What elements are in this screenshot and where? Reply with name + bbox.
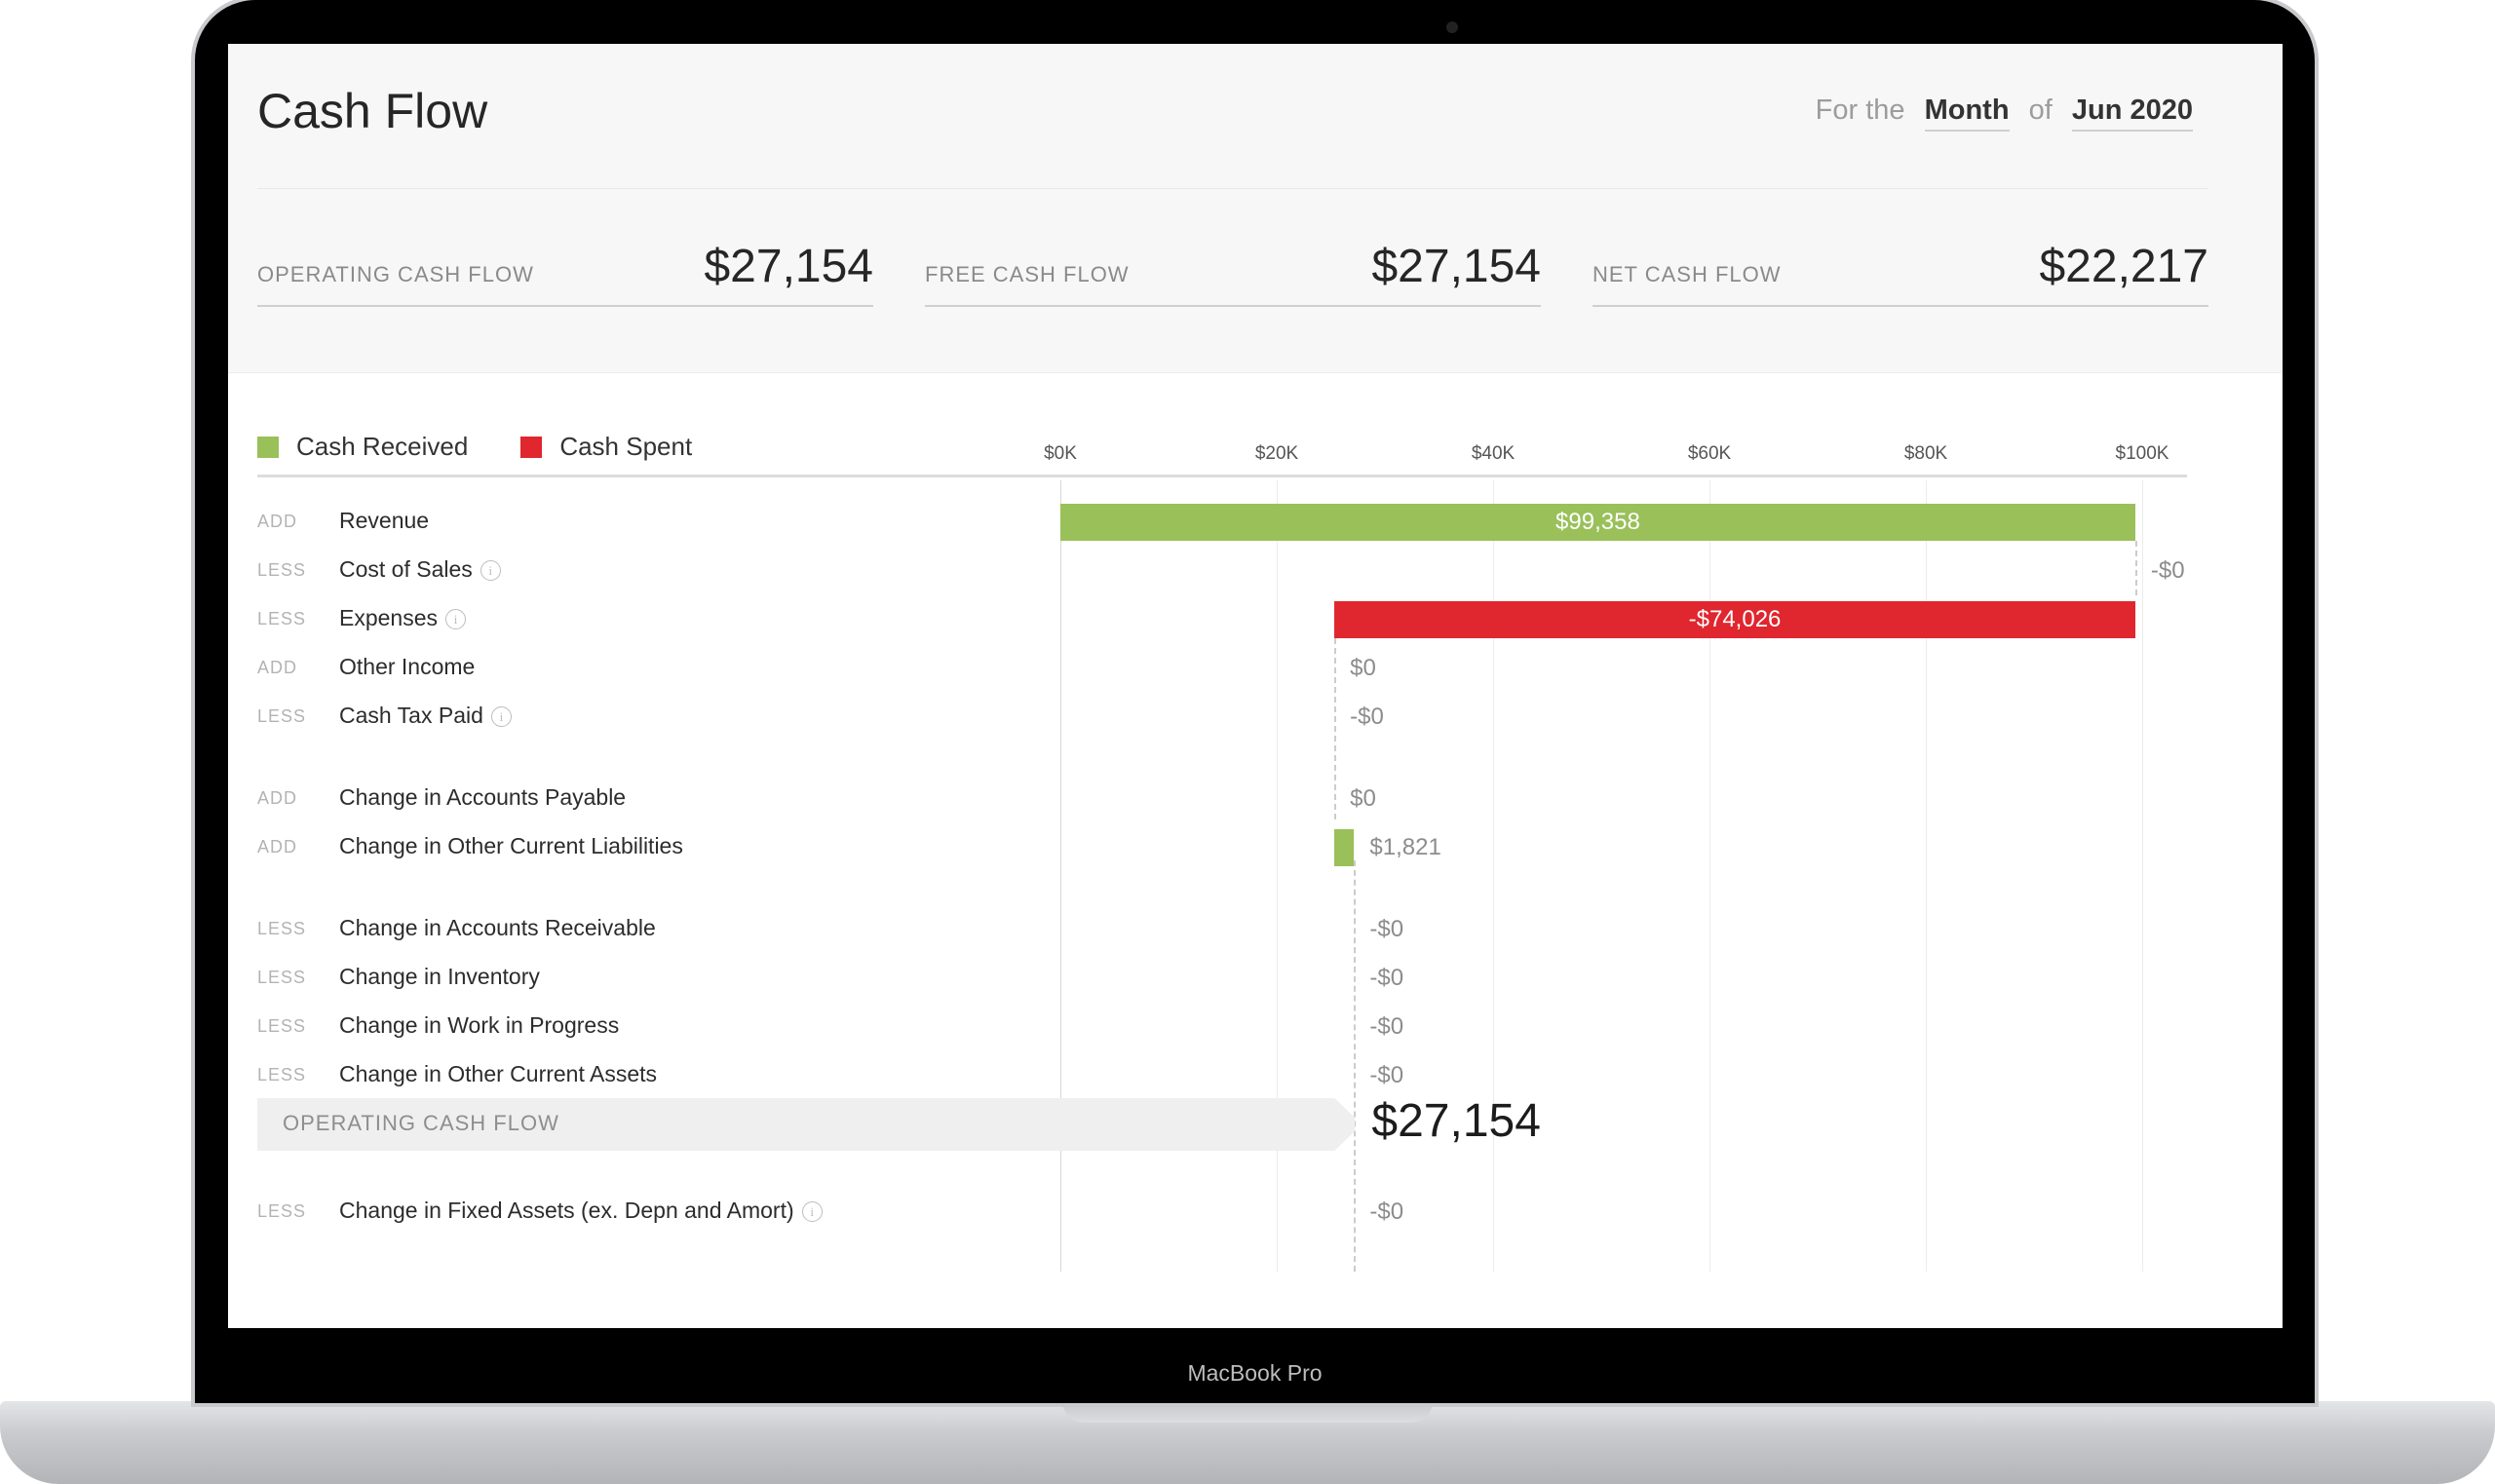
row-label: Other Income (339, 654, 476, 679)
axis-line (257, 475, 2187, 477)
kpi-label: OPERATING CASH FLOW (257, 262, 534, 286)
row-label: Change in Other Current Assets (339, 1061, 657, 1086)
subtotal-band (257, 1098, 1355, 1151)
bar-value-label: -$74,026 (1688, 606, 1782, 632)
row-label: Cash Tax Paid i (339, 703, 512, 729)
period-of-label: of (2028, 95, 2053, 126)
row-label: Change in Fixed Assets (ex. Depn and Amo… (339, 1198, 823, 1224)
kpi-value: $27,154 (704, 241, 873, 292)
bar-value-label: $99,358 (1555, 509, 1640, 535)
kpi-free-cash-flow: FREE CASH FLOW $27,154 (925, 235, 1541, 307)
bar-value-label: -$0 (1350, 704, 1384, 730)
row-label: Change in Inventory (339, 964, 540, 989)
bar-spent (1334, 601, 2135, 638)
row-label: Change in Accounts Payable (339, 784, 627, 810)
kpi-label: NET CASH FLOW (1593, 262, 1782, 286)
row-label: Expenses i (339, 605, 467, 631)
chart-legend: Cash Received Cash Spent (257, 432, 745, 462)
row-operator: LESS (257, 968, 307, 987)
row-operator: LESS (257, 560, 307, 580)
kpi-value: $27,154 (1371, 241, 1541, 292)
app-screen: Cash Flow For the Month of Jun 2020 OPER… (228, 44, 2283, 1328)
bar-value-label: -$0 (1369, 1199, 1404, 1225)
row-label: Change in Work in Progress (339, 1012, 620, 1038)
x-tick-label: $0K (1044, 443, 1077, 464)
laptop-hinge-notch (1062, 1401, 1433, 1423)
x-tick-label: $80K (1903, 443, 1948, 464)
bar-value-label: -$0 (1369, 965, 1404, 991)
info-icon[interactable]: i (445, 609, 467, 630)
kpi-operating-cash-flow: OPERATING CASH FLOW $27,154 (257, 235, 873, 307)
bar-value-label: -$0 (1369, 1013, 1404, 1040)
x-tick-label: $40K (1471, 443, 1516, 464)
row-operator: LESS (257, 919, 307, 938)
row-operator: LESS (257, 706, 307, 726)
gridline (1060, 480, 1061, 1272)
kpi-label: FREE CASH FLOW (925, 262, 1130, 286)
subtotal-value: $27,154 (1371, 1095, 1541, 1147)
x-tick-label: $100K (2115, 443, 2169, 464)
period-unit-dropdown[interactable]: Month (1924, 95, 2010, 132)
kpi-net-cash-flow: NET CASH FLOW $22,217 (1593, 235, 2208, 307)
x-tick-label: $60K (1687, 443, 1732, 464)
period-selector: For the Month of Jun 2020 (1815, 95, 2205, 132)
row-operator: LESS (257, 1065, 307, 1084)
camera-icon (1446, 21, 1458, 33)
row-operator: LESS (257, 1201, 307, 1221)
dashed-connector (2134, 541, 2137, 595)
page-title: Cash Flow (257, 84, 488, 138)
x-tick-label: $20K (1254, 443, 1299, 464)
row-label: Cost of Sales i (339, 556, 501, 583)
gridline (2142, 480, 2143, 1272)
subtotal-label: OPERATING CASH FLOW (283, 1111, 559, 1135)
bar-value-label: $0 (1350, 785, 1376, 812)
dashed-connector (1354, 860, 1357, 1272)
period-value-dropdown[interactable]: Jun 2020 (2071, 95, 2193, 132)
bar-received (1060, 504, 2135, 541)
row-operator: ADD (257, 658, 298, 677)
gridline (1709, 480, 1710, 1272)
model-label: MacBook Pro (1187, 1360, 1323, 1386)
gridline (1926, 480, 1927, 1272)
row-label: Revenue (339, 508, 430, 533)
bar-value-label: $1,821 (1369, 834, 1441, 860)
bar-received (1334, 829, 1355, 866)
row-operator: LESS (257, 1016, 307, 1036)
legend-swatch-spent (520, 436, 543, 458)
gridline (1493, 480, 1494, 1272)
row-operator: ADD (257, 788, 298, 808)
bar-value-label: -$0 (1369, 916, 1404, 942)
dashed-connector (1334, 638, 1337, 819)
bar-value-label: $0 (1350, 655, 1376, 681)
bar-value-label: -$0 (2150, 557, 2185, 584)
info-icon[interactable]: i (480, 560, 501, 582)
kpi-value: $22,217 (2039, 241, 2208, 292)
legend-item-received: Cash Received (257, 432, 468, 462)
row-operator: LESS (257, 609, 307, 628)
row-label: Change in Accounts Receivable (339, 915, 656, 940)
info-icon[interactable]: i (490, 706, 512, 728)
bar-value-label: -$0 (1369, 1062, 1404, 1088)
gridline (1277, 480, 1278, 1272)
header-divider (257, 188, 2208, 189)
legend-label: Cash Spent (559, 432, 693, 461)
page-header: Cash Flow For the Month of Jun 2020 OPER… (228, 44, 2283, 373)
row-operator: ADD (257, 512, 298, 531)
period-prefix: For the (1815, 95, 1905, 126)
legend-label: Cash Received (296, 432, 469, 461)
info-icon[interactable]: i (801, 1201, 823, 1223)
row-operator: ADD (257, 837, 298, 856)
legend-item-spent: Cash Spent (520, 432, 692, 462)
legend-swatch-received (257, 436, 279, 458)
row-label: Change in Other Current Liabilities (339, 833, 683, 858)
